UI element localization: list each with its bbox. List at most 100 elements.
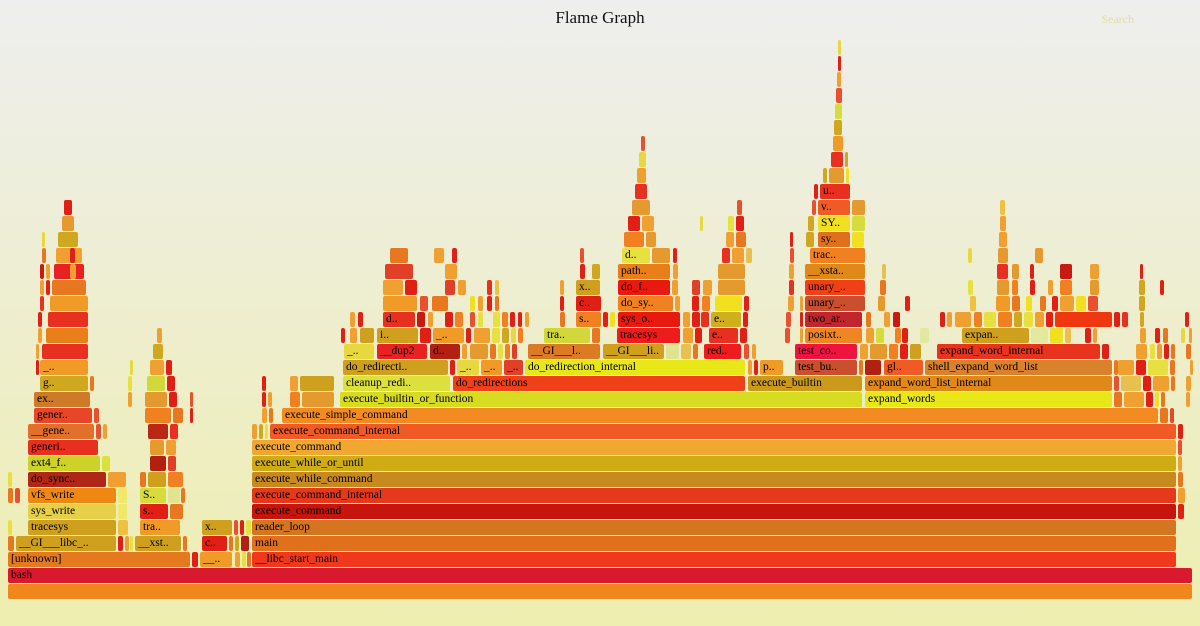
frame-expan[interactable]: expan..	[962, 328, 1029, 343]
frame[interactable]	[1000, 216, 1006, 231]
frame-tra[interactable]: tra..	[140, 520, 180, 535]
frame-do_redirection_internal[interactable]: do_redirection_internal	[525, 360, 745, 375]
frame-i[interactable]: i..	[377, 328, 418, 343]
frame[interactable]	[166, 360, 172, 375]
frame[interactable]	[1164, 344, 1169, 359]
frame[interactable]	[350, 328, 357, 343]
frame-__gi___libc_[interactable]: __GI___libc_..	[16, 536, 116, 551]
frame-c[interactable]: c..	[576, 296, 601, 311]
frame-ext4_f[interactable]: ext4_f..	[28, 456, 100, 471]
frame[interactable]	[878, 296, 885, 311]
frame[interactable]	[290, 392, 300, 407]
frame[interactable]	[736, 232, 746, 247]
frame[interactable]	[968, 248, 972, 263]
frame[interactable]	[90, 376, 94, 391]
frame[interactable]	[498, 344, 503, 359]
frame[interactable]	[118, 520, 128, 535]
frame[interactable]	[632, 200, 650, 215]
frame[interactable]	[1136, 344, 1147, 359]
frame-do_f[interactable]: do_f..	[618, 280, 670, 295]
frame[interactable]	[474, 328, 490, 343]
frame-do_sync[interactable]: do_sync..	[28, 472, 106, 487]
frame[interactable]	[560, 296, 564, 311]
frame[interactable]	[235, 552, 240, 567]
frame[interactable]	[701, 312, 709, 327]
frame[interactable]	[859, 360, 863, 375]
frame-sy[interactable]: sy..	[818, 232, 850, 247]
frame[interactable]	[466, 328, 471, 343]
frame[interactable]	[300, 376, 334, 391]
frame[interactable]	[1170, 408, 1174, 423]
frame[interactable]	[64, 200, 72, 215]
frame[interactable]	[58, 232, 78, 247]
frame[interactable]	[1012, 280, 1018, 295]
frame[interactable]	[262, 392, 266, 407]
frame-posixt[interactable]: posixt..	[805, 328, 862, 343]
frame[interactable]	[947, 312, 952, 327]
frame[interactable]	[470, 296, 475, 311]
frame-expand_word_list_internal[interactable]: expand_word_list_internal	[865, 376, 1112, 391]
frame[interactable]	[895, 328, 901, 343]
frame[interactable]	[866, 312, 871, 327]
frame-execute_builtin[interactable]: execute_builtin	[748, 376, 862, 391]
frame[interactable]	[672, 280, 678, 295]
frame-tra[interactable]: tra..	[544, 328, 590, 343]
frame[interactable]	[1052, 296, 1058, 311]
frame[interactable]	[510, 312, 515, 327]
frame[interactable]	[118, 504, 127, 519]
frame[interactable]	[42, 232, 45, 247]
frame[interactable]	[229, 536, 233, 551]
frame[interactable]	[445, 280, 455, 295]
frame[interactable]	[452, 248, 457, 263]
frame[interactable]	[737, 200, 742, 215]
frame[interactable]	[1178, 424, 1183, 439]
frame[interactable]	[268, 392, 272, 407]
frame[interactable]	[996, 296, 1010, 311]
frame[interactable]	[170, 504, 183, 519]
frame[interactable]	[900, 344, 908, 359]
frame-red[interactable]: red..	[704, 344, 741, 359]
frame[interactable]	[835, 104, 842, 119]
frame[interactable]	[1085, 328, 1091, 343]
frame[interactable]	[700, 216, 703, 231]
frame[interactable]	[1026, 296, 1032, 311]
frame[interactable]	[1148, 360, 1168, 375]
frame[interactable]	[511, 328, 516, 343]
frame-g[interactable]: g..	[40, 376, 88, 391]
frame[interactable]	[168, 456, 176, 471]
frame[interactable]	[800, 328, 803, 343]
frame[interactable]	[1139, 280, 1145, 295]
frame[interactable]	[478, 312, 483, 327]
frame[interactable]	[998, 312, 1012, 327]
frame[interactable]	[1076, 296, 1086, 311]
frame[interactable]	[1124, 392, 1144, 407]
frame-execute_builtin_or_function[interactable]: execute_builtin_or_function	[340, 392, 862, 407]
frame[interactable]	[428, 312, 433, 327]
frame-execute_command[interactable]: execute_command	[252, 440, 1176, 455]
frame[interactable]	[62, 216, 74, 231]
frame[interactable]	[592, 328, 600, 343]
frame[interactable]	[746, 248, 752, 263]
frame[interactable]	[1060, 280, 1072, 295]
frame-x[interactable]: x..	[202, 520, 232, 535]
frame[interactable]	[1014, 312, 1022, 327]
frame-__gene[interactable]: __gene..	[28, 424, 94, 439]
frame[interactable]	[495, 296, 499, 311]
frame[interactable]	[846, 168, 849, 183]
frame[interactable]	[997, 264, 1008, 279]
frame[interactable]	[183, 536, 187, 551]
frame[interactable]	[984, 312, 996, 327]
frame[interactable]	[1189, 328, 1192, 343]
frame[interactable]	[910, 344, 921, 359]
frame[interactable]	[46, 264, 50, 279]
frame[interactable]	[1060, 296, 1074, 311]
frame[interactable]	[434, 248, 444, 263]
frame[interactable]	[246, 520, 251, 535]
frame[interactable]	[673, 264, 678, 279]
frame[interactable]	[637, 168, 646, 183]
frame-unary_[interactable]: unary_..	[805, 296, 865, 311]
frame[interactable]	[383, 280, 403, 295]
frame-_[interactable]: _..	[344, 344, 374, 359]
frame[interactable]	[889, 344, 898, 359]
frame[interactable]	[8, 488, 13, 503]
